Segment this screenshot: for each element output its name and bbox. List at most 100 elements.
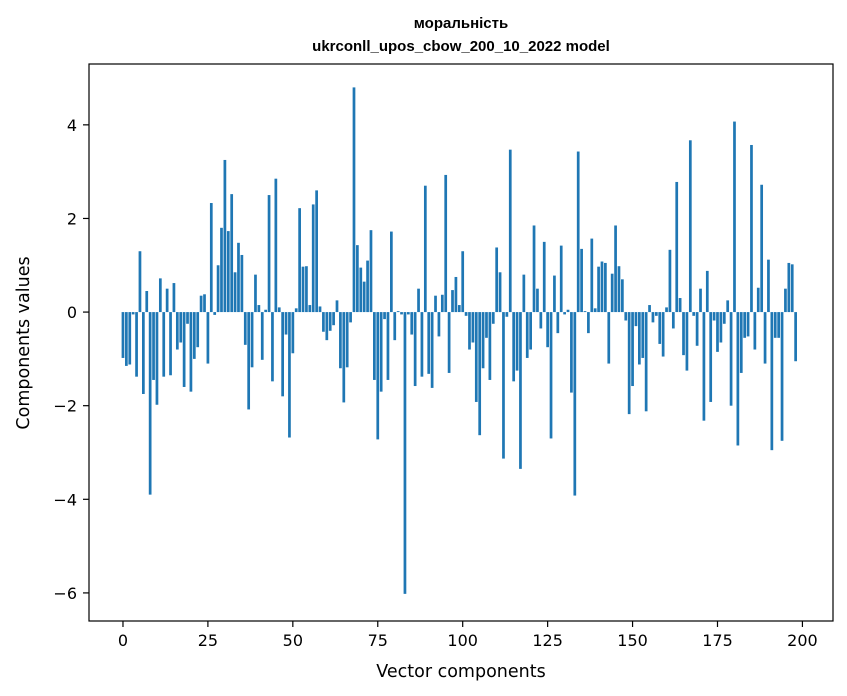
bar	[243, 312, 247, 345]
bar	[135, 312, 138, 377]
bar	[702, 312, 706, 421]
bar	[250, 312, 254, 368]
x-tick-label: 25	[198, 631, 218, 650]
bar	[125, 312, 128, 366]
bar	[277, 307, 281, 313]
bar	[746, 312, 750, 337]
bar	[298, 208, 301, 313]
x-tick-label: 75	[368, 631, 388, 650]
x-tick-label: 0	[118, 631, 128, 650]
bar	[291, 312, 295, 354]
bar	[169, 312, 172, 376]
x-tick-label: 100	[447, 631, 478, 650]
bar	[226, 231, 230, 313]
bar	[192, 312, 196, 359]
bar	[152, 312, 155, 380]
bar	[542, 241, 546, 313]
bar	[556, 312, 560, 334]
bar	[267, 195, 271, 313]
bar	[311, 204, 315, 313]
bar	[597, 266, 600, 313]
bar	[729, 312, 733, 406]
y-axis-ticks: −6 −4 −2 0 2 4	[53, 116, 89, 603]
bar	[593, 308, 597, 313]
bar	[359, 267, 363, 313]
bar	[607, 312, 611, 364]
bar	[617, 266, 621, 313]
bar	[240, 254, 244, 313]
x-tick-label: 50	[283, 631, 303, 650]
bar	[427, 312, 431, 374]
bar	[182, 312, 186, 387]
bar	[587, 312, 590, 334]
y-tick-label: 4	[67, 116, 77, 135]
bar	[233, 272, 237, 313]
bar	[661, 312, 665, 357]
bar	[186, 312, 189, 324]
bar	[525, 312, 529, 358]
x-tick-label: 125	[532, 631, 563, 650]
bar	[784, 288, 787, 313]
bar	[437, 312, 441, 337]
bar	[481, 312, 485, 369]
y-tick-label: 2	[67, 209, 77, 228]
bar	[257, 305, 261, 313]
y-tick-label: −2	[53, 397, 77, 416]
bar	[563, 312, 566, 315]
bar	[719, 312, 723, 343]
x-axis-label: Vector components	[376, 662, 545, 682]
bar	[386, 312, 390, 380]
bar	[403, 312, 407, 594]
bar	[349, 312, 352, 323]
bar	[712, 312, 716, 321]
bar	[213, 312, 217, 315]
bar	[692, 312, 696, 316]
bar	[722, 312, 726, 324]
bar	[308, 305, 312, 313]
bar	[505, 312, 509, 317]
bar	[522, 274, 526, 313]
bar	[651, 312, 655, 323]
bar	[434, 295, 437, 313]
bar	[288, 312, 291, 438]
bar	[733, 121, 736, 313]
bar	[390, 231, 393, 313]
bar	[274, 178, 278, 313]
bar	[158, 278, 162, 313]
bar	[142, 312, 145, 394]
bar	[739, 312, 743, 373]
bar	[254, 274, 257, 313]
bar	[420, 312, 424, 377]
bar	[189, 312, 193, 392]
bar	[648, 305, 651, 313]
bar	[128, 312, 132, 365]
bar	[121, 312, 125, 358]
y-tick-label: 0	[67, 303, 77, 322]
bar	[641, 312, 645, 358]
bar	[665, 307, 668, 313]
bar	[474, 312, 478, 402]
bar	[515, 312, 519, 371]
bar	[685, 312, 689, 371]
bar	[165, 288, 169, 313]
bar	[318, 306, 322, 313]
bar	[675, 181, 679, 313]
bar	[529, 312, 532, 350]
x-tick-label: 175	[702, 631, 733, 650]
bar	[502, 312, 505, 459]
bar	[590, 238, 594, 313]
bar	[750, 144, 753, 313]
bar	[570, 312, 573, 393]
bar	[777, 312, 780, 338]
bar	[604, 262, 607, 313]
bar	[400, 312, 403, 315]
bar	[580, 248, 583, 313]
bar	[322, 312, 325, 332]
bar	[406, 312, 410, 315]
bar	[634, 312, 638, 327]
bar	[335, 300, 339, 313]
bar	[247, 312, 251, 410]
bar	[328, 312, 332, 331]
bar	[621, 279, 624, 313]
bar	[508, 149, 512, 313]
